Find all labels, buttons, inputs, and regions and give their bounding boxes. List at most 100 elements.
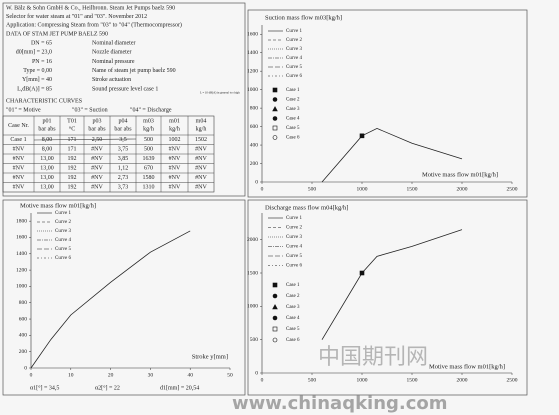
x-tick-label: 50 — [227, 372, 233, 378]
table-header: bar abs — [88, 126, 106, 132]
chart-panel — [247, 199, 528, 396]
x-tick-label: 10 — [68, 372, 74, 378]
key-text: "03" = Suction — [72, 107, 108, 113]
annotation: α2[°] = 22 — [95, 384, 120, 391]
table-cell: #NV — [91, 166, 103, 172]
table-cell: 1310 — [143, 185, 155, 191]
y-tick-label: 1400 — [16, 251, 27, 257]
y-tick-label: 1000 — [247, 304, 258, 310]
legend-label: Case 6 — [286, 338, 300, 343]
legend-label: Curve 2 — [55, 220, 71, 225]
legend-label: Curve 1 — [55, 211, 71, 216]
x-axis-label: Motive mass flow m01[kg/h] — [422, 171, 498, 178]
param-key: L,dB(A)] = 85 — [17, 85, 52, 92]
table-cell: #NV — [91, 156, 103, 162]
table-cell: 192 — [68, 166, 77, 172]
y-tick-label: 200 — [19, 349, 28, 355]
x-tick-label: 2000 — [457, 377, 468, 383]
table-cell: 2,50 — [92, 137, 103, 143]
x-axis-label: Motive mass flow m01[kg/h] — [429, 363, 505, 370]
table-header: Case Nr. — [8, 123, 29, 129]
table-header: °C — [69, 125, 75, 132]
param-key: PN = 16 — [32, 59, 52, 65]
table-cell: 3,75 — [118, 147, 129, 153]
annotation: d1[mm] = 20,54 — [160, 385, 199, 391]
table-cell: #NV — [13, 175, 25, 181]
x-tick-label: 1000 — [357, 377, 368, 383]
data-block — [2, 2, 246, 197]
legend-label: Case 4 — [286, 117, 300, 122]
x-tick-label: 500 — [308, 186, 317, 192]
table-cell: 13,00 — [40, 166, 54, 172]
strike-through — [33, 138, 137, 141]
param-key: Y[mm] = 40 — [22, 77, 52, 83]
watermark: www.chinaqking.com — [232, 393, 448, 414]
table-header: kg/h — [196, 126, 207, 132]
y-tick-label: 1600 — [247, 32, 258, 38]
legend-label: Case 4 — [286, 316, 300, 321]
x-tick-label: 2500 — [507, 377, 518, 383]
table-cell: #NV — [169, 147, 181, 153]
chart-title: Motive mass flow m01[kg/h] — [20, 202, 96, 209]
param-desc: Nozzle diameter — [92, 50, 131, 56]
table-cell: #NV — [195, 185, 207, 191]
legend-label: Case 1 — [286, 283, 300, 288]
table-cell: 13,00 — [40, 156, 54, 162]
legend-label: Curve 3 — [286, 47, 302, 52]
table-cell: 13,00 — [40, 175, 54, 181]
marker — [272, 106, 278, 112]
legend-label: Curve 4 — [286, 56, 302, 61]
table-cell: #NV — [169, 156, 181, 162]
table-cell: #NV — [195, 156, 207, 162]
curve — [321, 229, 463, 340]
x-tick-label: 1000 — [357, 186, 368, 192]
table-cell: 500 — [144, 147, 153, 153]
y-tick-label: 200 — [250, 161, 259, 167]
table-cell: #NV — [13, 185, 25, 191]
table-cell: #NV — [169, 175, 181, 181]
legend-label: Case 2 — [286, 294, 300, 299]
watermark: 中国期刊网 — [318, 345, 428, 370]
annotation: α1[°] = 34,5 — [30, 384, 59, 391]
legend-label: Case 3 — [286, 107, 300, 112]
table-header: m03 — [143, 118, 154, 124]
x-tick-label: 2500 — [507, 186, 518, 192]
table-cell: 2,73 — [118, 175, 129, 181]
legend-label: Curve 5 — [286, 254, 302, 259]
legend-label: Case 5 — [286, 327, 300, 332]
legend-label: Curve 6 — [55, 256, 71, 261]
table-header: bar abs — [114, 126, 132, 132]
marker — [272, 87, 278, 93]
section-title: CHARACTERISTIC CURVES — [6, 98, 82, 104]
y-tick-label: 400 — [250, 142, 259, 148]
table-cell: Case 1 — [10, 137, 26, 143]
table-cell: 192 — [68, 156, 77, 162]
chart-panel — [247, 9, 528, 198]
marker — [272, 337, 278, 343]
table-cell: #NV — [91, 147, 103, 153]
table-header: p03 — [93, 118, 102, 124]
table-cell: #NV — [13, 147, 25, 153]
header-line: Application: Compressing Steam from "03"… — [6, 21, 182, 28]
marker — [272, 97, 278, 102]
legend-label: Curve 5 — [286, 65, 302, 70]
param-desc: Nominal pressure — [92, 59, 135, 65]
chart-title: Suction mass flow m03[kg/h] — [265, 14, 342, 21]
legend-label: Curve 3 — [55, 229, 71, 234]
table-header: T01 — [67, 118, 77, 124]
legend-label: Curve 4 — [286, 245, 302, 250]
chart-panel — [2, 199, 246, 396]
legend-label: Case 2 — [286, 98, 300, 103]
table-cell: #NV — [91, 185, 103, 191]
x-tick-label: 40 — [187, 372, 193, 378]
marker — [359, 133, 365, 139]
y-tick-label: 500 — [250, 337, 259, 343]
x-tick-label: 0 — [261, 186, 264, 192]
table-cell: 500 — [144, 137, 153, 143]
y-tick-label: 600 — [250, 124, 259, 130]
y-tick-label: 1000 — [247, 87, 258, 93]
key-text: "04" = Discharge — [130, 107, 172, 113]
param-key: d0[mm] = 23,0 — [16, 50, 52, 56]
